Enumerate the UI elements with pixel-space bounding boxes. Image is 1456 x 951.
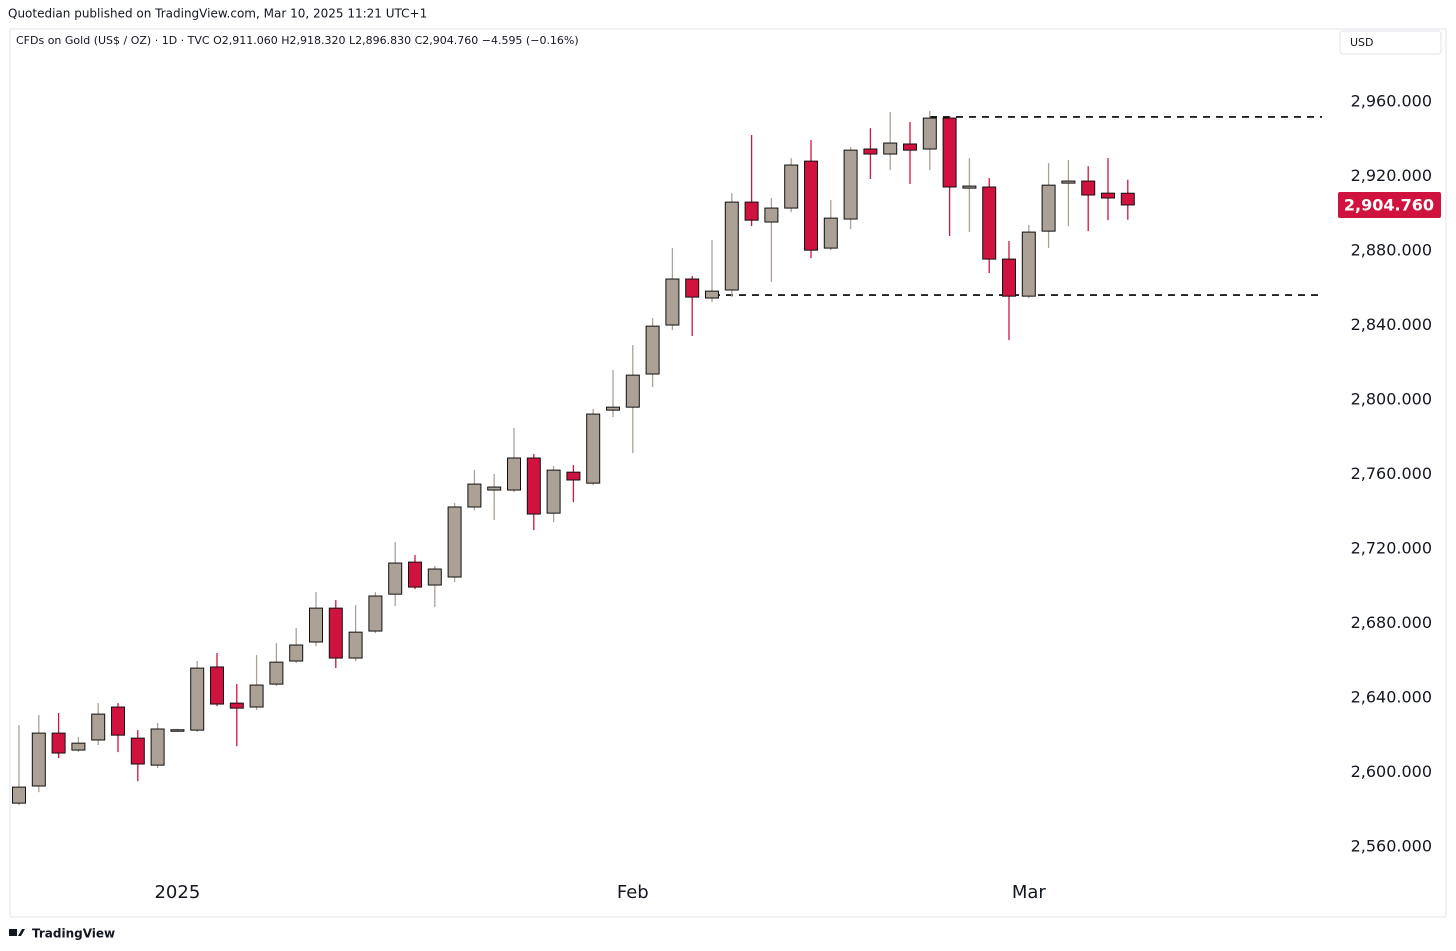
candle-body	[645, 325, 660, 375]
publisher-header: Quotedian published on TradingView.com, …	[8, 7, 427, 21]
symbol-legend: CFDs on Gold (US$ / OZ) · 1D · TVC O2,91…	[16, 34, 579, 47]
chart-frame	[9, 28, 1447, 918]
y-tick-label: 2,720.000	[1351, 539, 1432, 558]
candle-body	[447, 506, 462, 578]
footer-brand: TradingView	[32, 927, 115, 941]
candle-body	[507, 457, 521, 491]
candle-body	[31, 732, 46, 787]
candle-body	[309, 607, 323, 643]
y-tick-label: 2,640.000	[1351, 688, 1432, 707]
candle-body	[1120, 192, 1135, 206]
candle-body	[982, 186, 997, 260]
candle-body	[427, 568, 442, 586]
candle-body	[289, 644, 304, 662]
candle-body	[744, 201, 759, 221]
candle-body	[111, 706, 125, 736]
currency-label: USD	[1350, 36, 1374, 49]
candle-body	[665, 278, 680, 326]
y-tick-label: 2,920.000	[1351, 166, 1432, 185]
candle-body	[606, 406, 620, 411]
candle-body	[903, 143, 917, 151]
candle-body	[625, 374, 640, 408]
candle-body	[71, 742, 86, 751]
candle-body	[685, 278, 700, 298]
candle-body	[566, 471, 581, 481]
candle-body	[526, 457, 541, 515]
x-tick-label: Feb	[617, 882, 649, 903]
candle-body	[348, 631, 363, 659]
x-tick-label: 2025	[154, 882, 200, 903]
candle-body	[883, 142, 898, 155]
candle-body	[962, 185, 977, 189]
candle-body	[1002, 258, 1016, 297]
y-tick-label: 2,840.000	[1351, 315, 1432, 334]
last-price-badge	[1338, 191, 1441, 218]
candle-body	[130, 737, 145, 765]
candle-body	[150, 728, 165, 766]
candle-body	[388, 562, 403, 595]
candle-body	[823, 217, 838, 249]
candle-body	[843, 149, 858, 220]
y-tick-label: 2,680.000	[1351, 613, 1432, 632]
currency-button[interactable]	[1339, 30, 1442, 55]
candle-body	[91, 713, 106, 741]
candle-body	[764, 207, 779, 223]
candle-body	[12, 786, 26, 804]
candle-body	[1041, 184, 1056, 232]
candle-body	[51, 732, 66, 754]
y-tick-label: 2,960.000	[1351, 92, 1432, 111]
candle-body	[1021, 231, 1036, 297]
candle-body	[229, 702, 244, 709]
candle-body	[724, 201, 739, 291]
candle-body	[249, 684, 264, 708]
candle-body	[269, 661, 284, 685]
candle-body	[328, 607, 343, 659]
candle-body	[804, 160, 818, 251]
candle-body	[784, 164, 799, 209]
last-price-label: 2,904.760	[1344, 195, 1434, 214]
y-tick-label: 2,600.000	[1351, 762, 1432, 781]
candle-body	[368, 595, 383, 632]
candle-body	[190, 667, 205, 731]
candle-body	[863, 148, 878, 155]
candle-body	[705, 290, 719, 299]
candle-body	[170, 729, 185, 732]
candle-body	[487, 486, 502, 491]
y-tick-label: 2,880.000	[1351, 241, 1432, 260]
candle-body	[546, 469, 561, 514]
candle-body	[467, 483, 482, 508]
y-tick-label: 2,800.000	[1351, 390, 1432, 409]
candle-body	[408, 561, 422, 588]
candle-body	[1081, 180, 1096, 196]
x-tick-label: Mar	[1012, 882, 1047, 903]
candle-body	[586, 413, 601, 484]
y-tick-label: 2,760.000	[1351, 464, 1432, 483]
candle-body	[922, 117, 937, 150]
candle-body	[1101, 192, 1115, 199]
candle-body	[1061, 180, 1076, 184]
candle-body	[210, 666, 224, 705]
y-tick-label: 2,560.000	[1351, 837, 1432, 856]
tv-logo	[9, 929, 25, 936]
candle-body	[942, 117, 957, 188]
